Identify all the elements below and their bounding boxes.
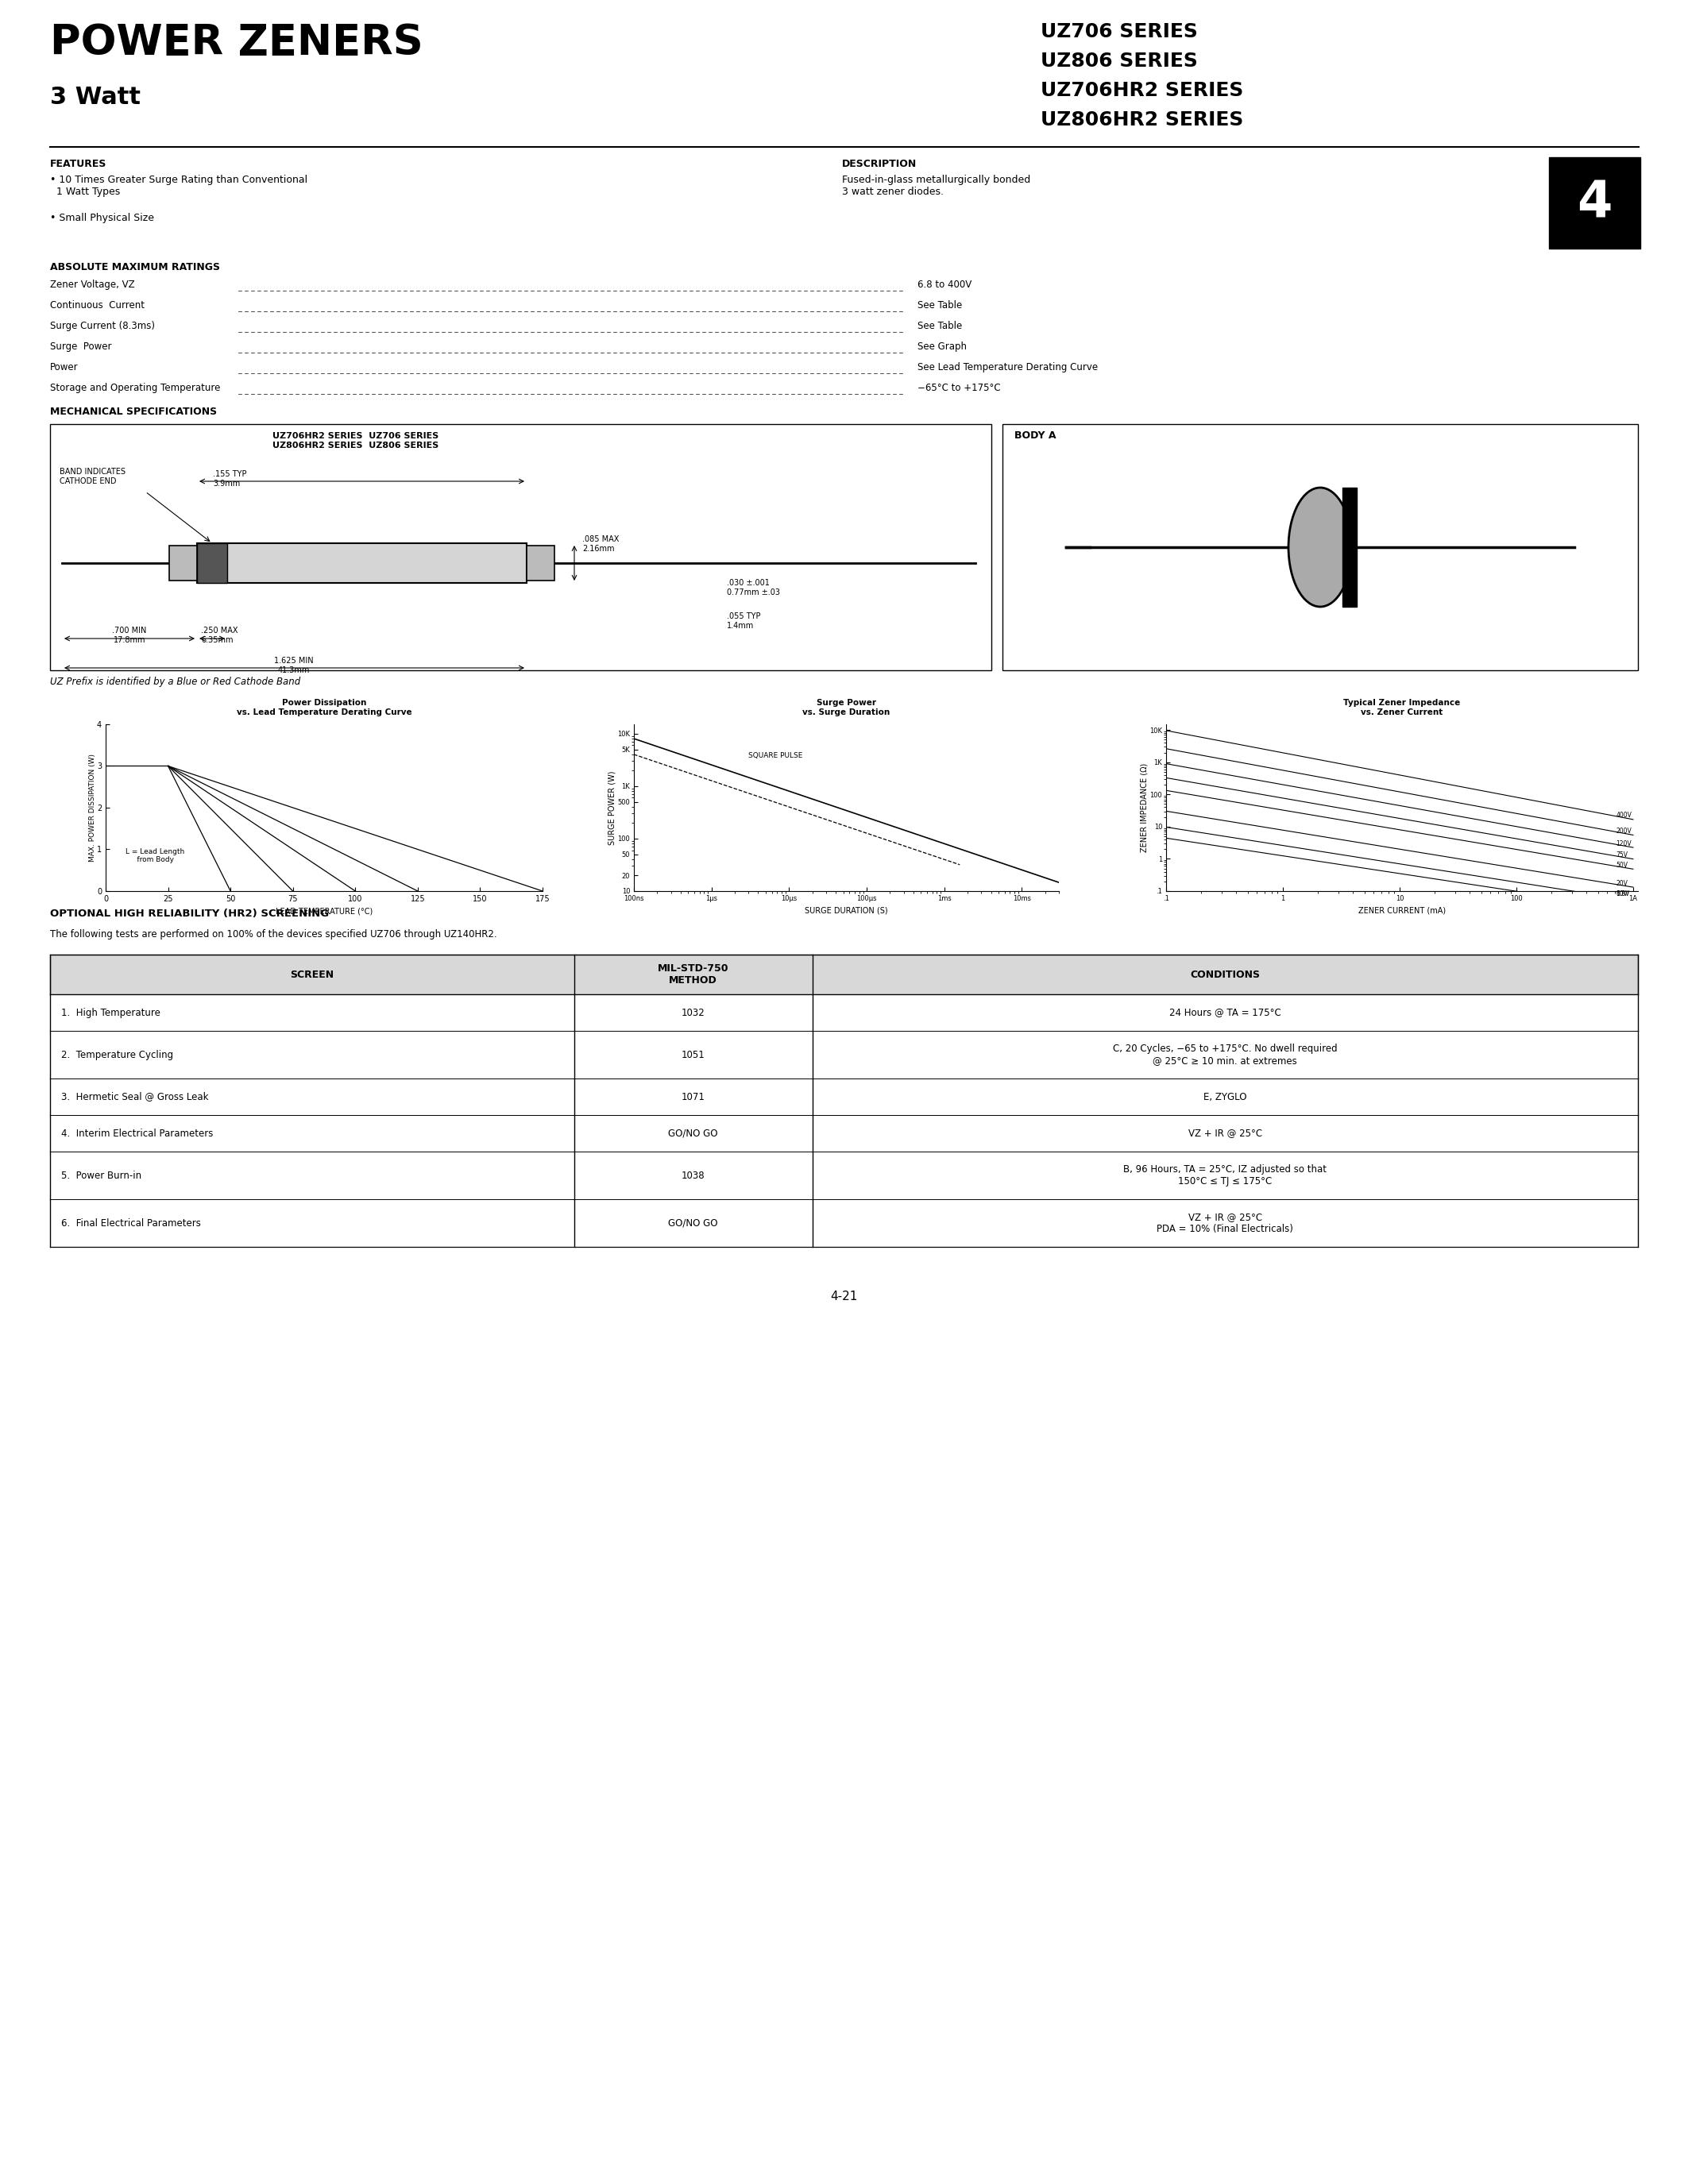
Text: UZ806 SERIES: UZ806 SERIES bbox=[1040, 52, 1198, 70]
Text: SQUARE PULSE: SQUARE PULSE bbox=[748, 751, 803, 760]
Text: 4: 4 bbox=[1577, 179, 1612, 227]
Text: GO/NO GO: GO/NO GO bbox=[668, 1219, 717, 1227]
Y-axis label: MAX. POWER DISSIPATION (W): MAX. POWER DISSIPATION (W) bbox=[88, 753, 96, 863]
Text: .700 MIN
17.8mm: .700 MIN 17.8mm bbox=[111, 627, 147, 644]
Text: SCREEN: SCREEN bbox=[290, 970, 334, 981]
Bar bbox=[1003, 424, 1637, 670]
Text: 10V: 10V bbox=[1615, 891, 1627, 898]
Text: 20V: 20V bbox=[1615, 880, 1627, 887]
Text: BODY A: BODY A bbox=[1014, 430, 1057, 441]
Text: .085 MAX
2.16mm: .085 MAX 2.16mm bbox=[582, 535, 619, 553]
Text: Zener Voltage, VZ: Zener Voltage, VZ bbox=[51, 280, 135, 290]
Text: See Lead Temperature Derating Curve: See Lead Temperature Derating Curve bbox=[918, 363, 1097, 373]
Bar bbox=[51, 1079, 1637, 1116]
Text: Surge  Power: Surge Power bbox=[51, 341, 111, 352]
Text: 1.625 MIN
41.3mm: 1.625 MIN 41.3mm bbox=[273, 657, 314, 675]
Y-axis label: SURGE POWER (W): SURGE POWER (W) bbox=[608, 771, 616, 845]
Text: The following tests are performed on 100% of the devices specified UZ706 through: The following tests are performed on 100… bbox=[51, 928, 496, 939]
Text: UZ806HR2 SERIES: UZ806HR2 SERIES bbox=[1040, 111, 1244, 129]
Text: • Small Physical Size: • Small Physical Size bbox=[51, 212, 154, 223]
Text: 24 Hours @ TA = 175°C: 24 Hours @ TA = 175°C bbox=[1170, 1007, 1281, 1018]
Text: 4-21: 4-21 bbox=[830, 1291, 858, 1302]
Text: 400V: 400V bbox=[1615, 812, 1632, 819]
Y-axis label: ZENER IMPEDANCE (Ω): ZENER IMPEDANCE (Ω) bbox=[1141, 762, 1148, 852]
Text: See Graph: See Graph bbox=[918, 341, 967, 352]
Text: POWER ZENERS: POWER ZENERS bbox=[51, 22, 424, 63]
X-axis label: SURGE DURATION (S): SURGE DURATION (S) bbox=[805, 906, 888, 915]
Text: C, 20 Cycles, −65 to +175°C. No dwell required
@ 25°C ≥ 10 min. at extremes: C, 20 Cycles, −65 to +175°C. No dwell re… bbox=[1112, 1044, 1337, 1066]
Text: Surge Current (8.3ms): Surge Current (8.3ms) bbox=[51, 321, 155, 332]
Text: 5.  Power Burn-in: 5. Power Burn-in bbox=[61, 1171, 142, 1182]
Text: 1.  High Temperature: 1. High Temperature bbox=[61, 1007, 160, 1018]
Text: 75V: 75V bbox=[1615, 852, 1627, 858]
Ellipse shape bbox=[1288, 487, 1352, 607]
Text: L = Lead Length
     from Body: L = Lead Length from Body bbox=[125, 847, 184, 863]
Text: E, ZYGLO: E, ZYGLO bbox=[1204, 1092, 1247, 1103]
Text: Storage and Operating Temperature: Storage and Operating Temperature bbox=[51, 382, 221, 393]
Text: 1051: 1051 bbox=[682, 1051, 706, 1059]
Text: DESCRIPTION: DESCRIPTION bbox=[842, 159, 917, 168]
Text: Typical Zener Impedance
vs. Zener Current: Typical Zener Impedance vs. Zener Curren… bbox=[1344, 699, 1460, 716]
Text: Power Dissipation
vs. Lead Temperature Derating Curve: Power Dissipation vs. Lead Temperature D… bbox=[236, 699, 412, 716]
Text: 200V: 200V bbox=[1615, 828, 1632, 834]
Text: GO/NO GO: GO/NO GO bbox=[668, 1129, 717, 1138]
Text: MECHANICAL SPECIFICATIONS: MECHANICAL SPECIFICATIONS bbox=[51, 406, 218, 417]
Text: UZ Prefix is identified by a Blue or Red Cathode Band: UZ Prefix is identified by a Blue or Red… bbox=[51, 677, 300, 688]
Text: .155 TYP
3.9mm: .155 TYP 3.9mm bbox=[213, 470, 246, 487]
Text: 3.  Hermetic Seal @ Gross Leak: 3. Hermetic Seal @ Gross Leak bbox=[61, 1092, 209, 1103]
Text: 50V: 50V bbox=[1615, 863, 1627, 869]
Text: .030 ±.001
0.77mm ±.03: .030 ±.001 0.77mm ±.03 bbox=[728, 579, 780, 596]
Bar bbox=[169, 546, 197, 581]
Text: • 10 Times Greater Surge Rating than Conventional
  1 Watt Types: • 10 Times Greater Surge Rating than Con… bbox=[51, 175, 307, 197]
Bar bbox=[51, 1151, 1637, 1199]
Text: B, 96 Hours, TA = 25°C, IZ adjusted so that
150°C ≤ TJ ≤ 175°C: B, 96 Hours, TA = 25°C, IZ adjusted so t… bbox=[1124, 1164, 1327, 1186]
Text: CONDITIONS: CONDITIONS bbox=[1190, 970, 1259, 981]
Text: UZ706HR2 SERIES: UZ706HR2 SERIES bbox=[1040, 81, 1244, 100]
Bar bbox=[51, 424, 991, 670]
Text: Power: Power bbox=[51, 363, 78, 373]
Text: VZ + IR @ 25°C: VZ + IR @ 25°C bbox=[1188, 1129, 1263, 1138]
Bar bbox=[197, 544, 228, 583]
Bar bbox=[51, 1031, 1637, 1079]
Text: MIL-STD-750
METHOD: MIL-STD-750 METHOD bbox=[658, 963, 729, 985]
Text: 120V: 120V bbox=[1615, 841, 1632, 847]
Text: 3 Watt: 3 Watt bbox=[51, 85, 140, 109]
Text: −65°C to +175°C: −65°C to +175°C bbox=[918, 382, 1001, 393]
Text: 1071: 1071 bbox=[682, 1092, 706, 1103]
Text: VZ + IR @ 25°C
PDA = 10% (Final Electricals): VZ + IR @ 25°C PDA = 10% (Final Electric… bbox=[1156, 1212, 1293, 1234]
Text: Surge Power
vs. Surge Duration: Surge Power vs. Surge Duration bbox=[802, 699, 890, 716]
Text: See Table: See Table bbox=[918, 321, 962, 332]
Bar bbox=[1342, 487, 1357, 607]
Text: FEATURES: FEATURES bbox=[51, 159, 106, 168]
Text: OPTIONAL HIGH RELIABILITY (HR2) SCREENING: OPTIONAL HIGH RELIABILITY (HR2) SCREENIN… bbox=[51, 909, 329, 919]
Bar bbox=[51, 1199, 1637, 1247]
Text: Continuous  Current: Continuous Current bbox=[51, 299, 145, 310]
Text: .250 MAX
6.35mm: .250 MAX 6.35mm bbox=[201, 627, 238, 644]
Text: 4.  Interim Electrical Parameters: 4. Interim Electrical Parameters bbox=[61, 1129, 213, 1138]
Bar bbox=[197, 544, 527, 583]
X-axis label: LEAD TEMPERATURE (°C): LEAD TEMPERATURE (°C) bbox=[275, 906, 373, 915]
Bar bbox=[51, 954, 1637, 994]
Text: 6.8 to 400V: 6.8 to 400V bbox=[918, 280, 972, 290]
Bar bbox=[51, 994, 1637, 1031]
X-axis label: ZENER CURRENT (mA): ZENER CURRENT (mA) bbox=[1359, 906, 1445, 915]
Text: Fused-in-glass metallurgically bonded
3 watt zener diodes.: Fused-in-glass metallurgically bonded 3 … bbox=[842, 175, 1030, 197]
Text: 6.8V: 6.8V bbox=[1615, 891, 1631, 898]
Bar bbox=[51, 1116, 1637, 1151]
Text: 6.  Final Electrical Parameters: 6. Final Electrical Parameters bbox=[61, 1219, 201, 1227]
Text: ABSOLUTE MAXIMUM RATINGS: ABSOLUTE MAXIMUM RATINGS bbox=[51, 262, 219, 273]
Text: UZ706 SERIES: UZ706 SERIES bbox=[1040, 22, 1198, 41]
Text: See Table: See Table bbox=[918, 299, 962, 310]
Text: 2.  Temperature Cycling: 2. Temperature Cycling bbox=[61, 1051, 174, 1059]
Bar bbox=[1550, 157, 1641, 249]
Text: 1038: 1038 bbox=[682, 1171, 706, 1182]
Bar bbox=[527, 546, 554, 581]
Text: .055 TYP
1.4mm: .055 TYP 1.4mm bbox=[728, 612, 761, 629]
Text: 1032: 1032 bbox=[682, 1007, 706, 1018]
Text: BAND INDICATES
CATHODE END: BAND INDICATES CATHODE END bbox=[59, 467, 125, 485]
Text: UZ706HR2 SERIES  UZ706 SERIES
UZ806HR2 SERIES  UZ806 SERIES: UZ706HR2 SERIES UZ706 SERIES UZ806HR2 SE… bbox=[272, 432, 439, 450]
